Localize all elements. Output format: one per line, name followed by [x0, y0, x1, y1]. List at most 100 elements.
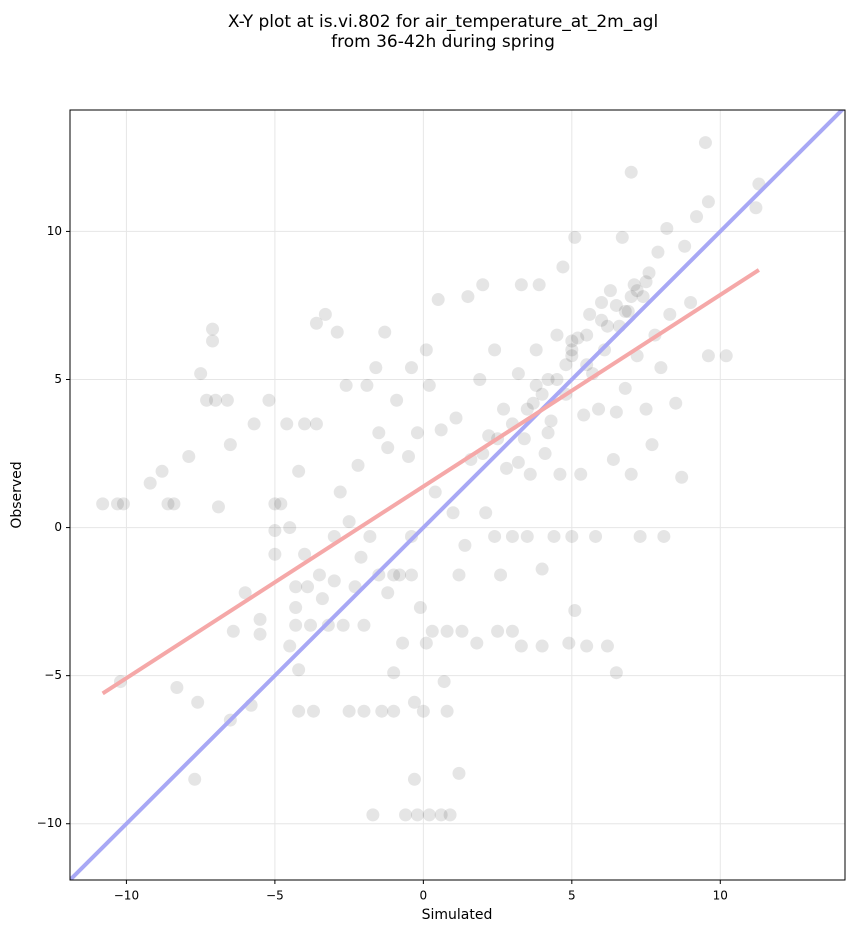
x-tick-label: 5 — [568, 889, 576, 903]
scatter-point — [357, 704, 371, 718]
scatter-point — [544, 414, 558, 428]
scatter-point — [609, 666, 623, 680]
scatter-point — [600, 319, 614, 333]
scatter-point — [494, 568, 508, 582]
scatter-point — [565, 529, 579, 543]
scatter-point — [698, 136, 712, 150]
scatter-point — [473, 373, 487, 386]
scatter-point — [488, 343, 502, 357]
scatter-point — [306, 704, 320, 718]
scatter-point — [553, 467, 567, 481]
scatter-point — [669, 396, 683, 410]
scatter-point — [618, 381, 632, 395]
scatter-point — [520, 402, 534, 416]
scatter-point — [660, 221, 674, 235]
scatter-point — [440, 704, 454, 718]
scatter-point — [378, 325, 392, 339]
scatter-point — [511, 367, 525, 381]
scatter-point — [550, 373, 564, 386]
scatter-point — [404, 568, 418, 582]
scatter-point — [541, 426, 555, 440]
scatter-point — [529, 378, 543, 392]
scatter-point — [482, 429, 496, 443]
scatter-point — [289, 618, 303, 632]
scatter-point — [514, 639, 528, 653]
scatter-point — [701, 349, 715, 363]
scatter-point — [675, 470, 689, 484]
scatter-point — [657, 529, 671, 543]
scatter-point — [574, 467, 588, 481]
scatter-point — [416, 704, 430, 718]
scatter-point — [262, 393, 276, 407]
scatter-point — [333, 485, 347, 499]
x-tick-label: 0 — [420, 889, 428, 903]
scatter-point — [381, 586, 395, 600]
scatter-point — [188, 772, 202, 786]
scatter-point — [327, 574, 341, 588]
x-tick-label: −5 — [266, 889, 284, 903]
scatter-point — [170, 681, 184, 694]
scatter-point — [330, 325, 344, 339]
ticks: −10 −5 0 5 10 −10 −5 0 5 10 — [37, 224, 728, 903]
scatter-point — [366, 808, 380, 822]
scatter-point — [624, 165, 638, 179]
chart-subtitle: from 36-42h during spring — [331, 32, 555, 52]
y-tick-label: 5 — [54, 372, 62, 386]
scatter-point — [511, 455, 525, 469]
scatter-point — [422, 378, 436, 392]
scatter-point — [274, 497, 288, 511]
scatter-point — [627, 278, 641, 292]
scatter-point — [437, 675, 451, 689]
scatter-point — [639, 275, 653, 289]
scatter-point — [280, 417, 294, 431]
scatter-point — [595, 313, 609, 327]
scatter-point — [535, 562, 549, 576]
scatter-point — [663, 307, 677, 321]
scatter-point — [690, 210, 704, 224]
scatter-point — [565, 343, 579, 357]
scatter-point — [301, 580, 315, 594]
scatter-point — [194, 367, 208, 381]
scatter-point — [452, 568, 466, 582]
scatter-point — [304, 618, 318, 632]
chart-title: X-Y plot at is.vi.802 for air_temperatur… — [228, 12, 658, 32]
scatter-point — [336, 618, 350, 632]
scatter-point — [318, 307, 332, 321]
y-tick-label: −10 — [37, 816, 62, 830]
scatter-point — [636, 290, 650, 304]
scatter-point — [550, 328, 564, 342]
scatter-point — [410, 808, 424, 822]
scatter-point — [535, 387, 549, 401]
scatter-point — [678, 239, 692, 253]
scatter-point — [505, 624, 519, 638]
scatter-point — [425, 624, 439, 638]
scatter-point — [206, 334, 220, 348]
scatter-point — [387, 704, 401, 718]
scatter-point — [520, 529, 534, 543]
scatter-point — [247, 417, 261, 431]
scatter-point — [458, 538, 472, 552]
scatter-point — [342, 704, 356, 718]
scatter-point — [517, 432, 531, 446]
scatter-point — [719, 349, 733, 363]
scatter-point — [499, 461, 513, 475]
scatter-point — [577, 408, 591, 422]
scatter-point — [309, 417, 323, 431]
scatter-point — [446, 506, 460, 520]
scatter-point — [701, 195, 715, 209]
scatter-point — [211, 500, 225, 514]
scatter-point — [583, 307, 597, 321]
scatter-point — [116, 497, 130, 511]
scatter-point — [603, 284, 617, 298]
scatter-point — [618, 304, 632, 318]
scatter-point — [580, 328, 594, 342]
scatter-point — [155, 464, 169, 478]
scatter-point — [298, 547, 312, 561]
scatter-point — [470, 636, 484, 650]
scatter-point — [167, 497, 181, 511]
scatter-point — [419, 636, 433, 650]
scatter-point — [342, 515, 356, 529]
scatter-point — [526, 396, 540, 410]
grid — [70, 110, 845, 880]
